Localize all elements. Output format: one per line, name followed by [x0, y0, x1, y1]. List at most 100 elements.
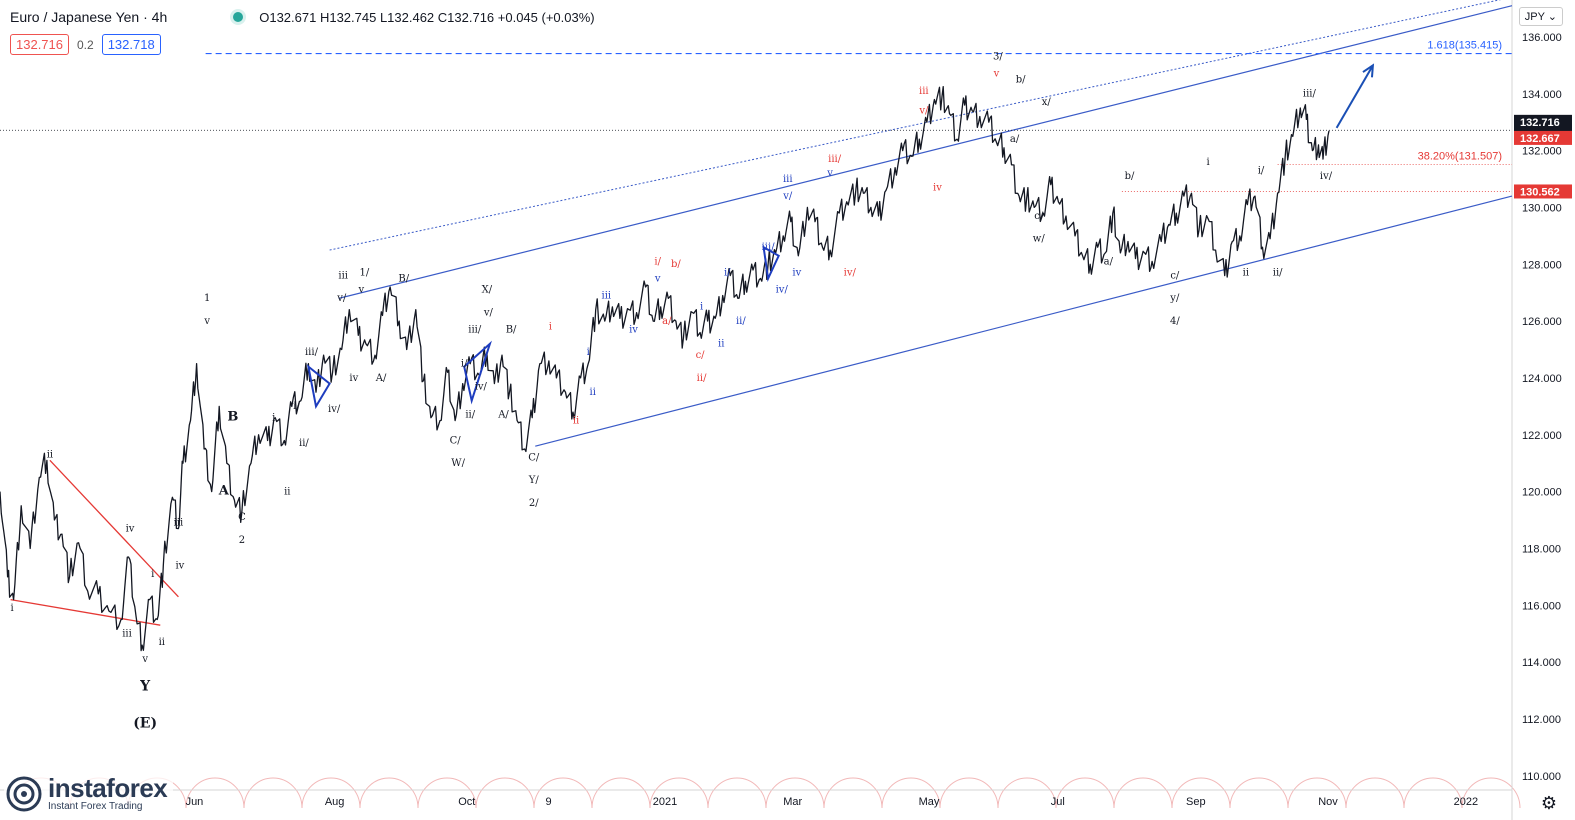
fib-level-label: 1.618(135.415) [1427, 40, 1502, 52]
wave-label: v/ [918, 106, 929, 117]
wave-label: iii/ [1303, 89, 1317, 100]
cycle-arc [1287, 777, 1347, 809]
wave-label: 1 [204, 293, 210, 304]
cycle-arc [243, 777, 303, 809]
logo-tagline: Instant Forex Trading [48, 801, 143, 812]
wave-label: B [227, 410, 238, 425]
wave-label: iii [783, 174, 793, 185]
y-tick-label: 136.000 [1522, 32, 1562, 44]
x-tick-label: Aug [325, 796, 345, 808]
y-tick-label: 132.000 [1522, 146, 1562, 158]
cycle-arc [939, 777, 999, 809]
wave-label: i [1206, 157, 1209, 168]
wave-label: iv/ [328, 404, 341, 415]
wave-label: ii [1243, 268, 1249, 279]
wave-label: iii [122, 629, 132, 640]
wave-label: iii/ [305, 347, 319, 358]
wave-label: a/ [1104, 256, 1114, 267]
cycle-arc [185, 777, 245, 809]
y-tick-label: 126.000 [1522, 316, 1562, 328]
wave-label: v [993, 69, 1000, 80]
wave-label: y/ [1169, 293, 1180, 304]
price-tag-label: 130.562 [1520, 186, 1560, 198]
wave-label: i/ [724, 268, 731, 279]
wave-label: v [826, 168, 833, 179]
x-tick-label: Oct [458, 796, 475, 808]
red-trendline [49, 459, 179, 598]
wave-label: v/ [483, 307, 494, 318]
wave-label: b/ [1125, 171, 1135, 182]
sell-price-button[interactable]: 132.716 [10, 34, 69, 55]
currency-selector[interactable]: JPY ⌄ [1518, 7, 1563, 26]
wave-label: iv [629, 324, 638, 335]
triangle-pattern [306, 364, 331, 410]
wave-label: c/ [696, 350, 706, 361]
wave-label: i [549, 322, 552, 333]
wave-label: v/ [782, 191, 793, 202]
wave-label: 2 [239, 535, 245, 546]
wave-label: ii [159, 637, 165, 648]
wave-label: w/ [1033, 234, 1046, 245]
cycle-arc [359, 777, 419, 809]
market-status-icon [233, 12, 244, 22]
wave-label: iv/ [1320, 171, 1333, 182]
channel-line [329, 0, 1502, 251]
gear-icon[interactable]: ⚙ [1540, 793, 1557, 813]
wave-label: C/ [450, 435, 462, 446]
cycle-arc [1113, 777, 1173, 809]
logo-name: instaforex [48, 773, 168, 803]
wave-label: iv [792, 268, 801, 279]
wave-label: 2/ [529, 498, 539, 509]
wave-label: 3/ [993, 52, 1003, 63]
y-tick-label: 118.000 [1522, 543, 1561, 555]
wave-label: B/ [506, 324, 517, 335]
wave-label: Y/ [528, 475, 540, 486]
y-tick-label: 128.000 [1522, 259, 1562, 271]
wave-label: ii/ [465, 410, 475, 421]
wave-label: ii [590, 387, 596, 398]
wave-label: C [238, 512, 246, 523]
wave-label: ii [284, 486, 290, 497]
wave-label: i [700, 302, 703, 313]
wave-label: iii [602, 290, 612, 301]
wave-label: i [10, 603, 13, 614]
wave-label: v [654, 273, 661, 284]
x-tick-label: Sep [1186, 796, 1206, 808]
wave-label: i/ [461, 359, 468, 370]
red-trendline [10, 598, 161, 626]
wave-label: iv [175, 560, 184, 571]
wave-label: i/ [654, 256, 661, 267]
wave-label: (E) [133, 715, 157, 731]
wave-label: iv/ [844, 268, 857, 279]
cycle-arc [707, 777, 767, 809]
wave-label: W/ [451, 458, 465, 469]
x-tick-label: Jun [186, 796, 204, 808]
wave-label: i [587, 347, 590, 358]
channel-line [338, 5, 1513, 299]
y-tick-label: 116.000 [1522, 600, 1561, 612]
cycle-arc [765, 777, 825, 809]
wave-label: c/ [1170, 270, 1180, 281]
wave-label: B/ [398, 273, 409, 284]
wave-label: iii [338, 270, 348, 281]
cycle-arc [649, 777, 709, 809]
wave-label: ii/ [697, 373, 707, 384]
symbol-title[interactable]: Euro / Japanese Yen · 4h [10, 9, 168, 25]
wave-label: iii/ [762, 242, 776, 253]
wave-label: a/ [662, 316, 672, 327]
wave-label: ii [47, 450, 53, 461]
wave-label: i [151, 569, 154, 580]
buy-price-button[interactable]: 132.718 [101, 34, 161, 55]
logo-mark-icon [6, 776, 42, 811]
price-tag-box [1514, 130, 1572, 145]
cycle-arc [881, 777, 941, 809]
trade-panel: 132.716 0.2 132.718 [10, 34, 161, 55]
wave-label: C/ [528, 452, 540, 463]
cycle-arc [1171, 777, 1231, 809]
wave-label: v/ [336, 293, 347, 304]
spread-value: 0.2 [77, 37, 94, 52]
y-tick-label: 130.000 [1522, 202, 1562, 214]
wave-label: i [272, 413, 275, 424]
price-tag-label: 132.716 [1520, 117, 1560, 129]
